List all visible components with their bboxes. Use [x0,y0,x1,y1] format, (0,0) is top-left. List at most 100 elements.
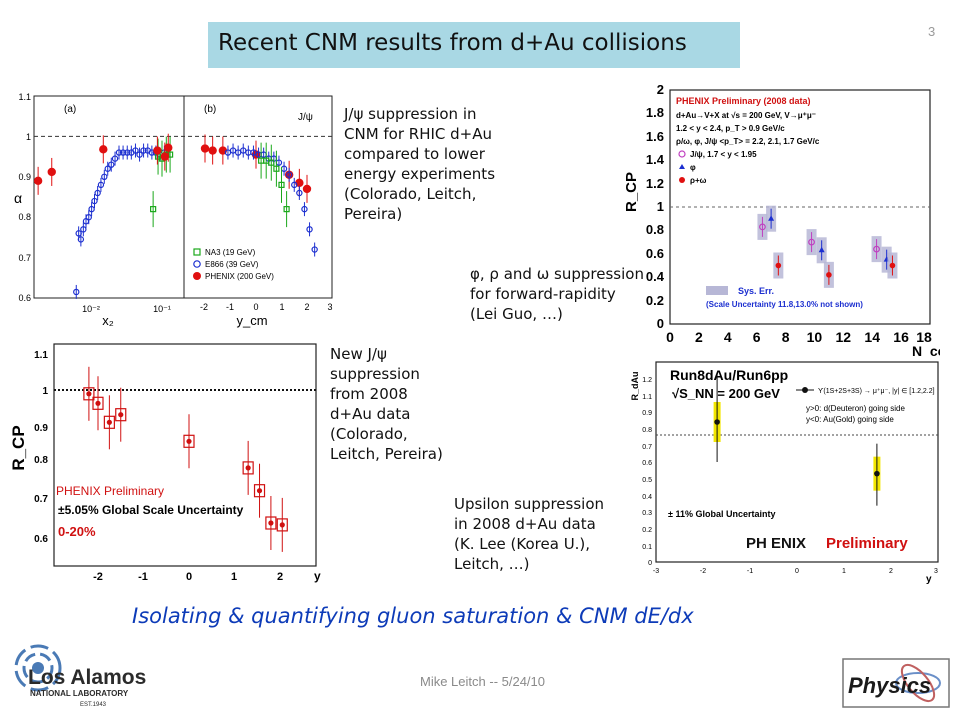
upsilon-ytick: 0.6 [642,460,652,467]
upsilon-xticks: -3 -2 -1 0 1 2 3 [653,568,938,575]
caption-line: Pereira) [344,205,403,223]
alpha-point-e866 [104,165,111,172]
ncoll-point-phi [768,215,775,221]
alpha-point-e866 [111,155,119,162]
caption-line: Leitch, Pereira) [330,445,443,463]
jpsi-point [118,412,124,418]
jpsi-point [186,438,192,444]
alpha-point-na3 [278,181,285,188]
lanl-name: Los Alamos [28,666,146,689]
upsilon-xlabel: y [926,574,932,584]
ncoll-point-jpsi [759,223,766,231]
rcp-jpsi-ytick: 0.8 [34,455,48,466]
jpsi-syst-box [92,396,104,410]
caption-line: φ, ρ and ω suppression [470,265,644,283]
alpha-point-e866 [97,181,105,189]
legend-marker-jpsi [678,150,686,158]
physics-logo-icon: Physics [842,658,950,708]
alpha-point-e866 [124,149,131,156]
alpha-ytick: 0.7 [18,253,31,263]
caption-line: CNM for RHIC d+Au [344,125,493,143]
alpha-point-e866 [224,149,232,156]
alpha-point-e866 [115,149,123,156]
ncoll-point-phi [818,246,825,253]
rcp-ncoll-ytick: 1 [657,199,664,214]
caption-upsilon: Upsilon suppression in 2008 d+Au data (K… [454,494,604,574]
alpha-point-na3 [268,159,275,166]
physics-logo: Physics [842,658,950,708]
upsilon-ytick: 0 [648,560,652,567]
footer: Mike Leitch -- 5/24/10 [420,674,546,689]
rcp-ncoll-info: 1.2 < y < 2.4, p_T > 0.9 GeV/c [676,124,785,133]
jpsi-syst-box [103,415,115,429]
upsilon-side1: y>0: d(Deuteron) going side [806,404,906,413]
upsilon-ylabel: R_dAu [630,372,640,401]
alpha-xtick-b: 0 [253,302,258,312]
jpsi-syst-box [83,387,95,401]
caption-line: Upsilon suppression [454,495,605,513]
rcp-jpsi-scale: ±5.05% Global Scale Uncertainty [58,503,244,517]
rcp-jpsi-yticks: 0.6 0.7 0.8 0.9 1 1.1 [34,350,48,545]
upsilon-title: Run8dAu/Run6pp [670,367,788,383]
lanl-subtitle: NATIONAL LABORATORY [30,689,129,698]
alpha-point-e866 [229,147,237,154]
ncoll-point-jpsi [873,245,880,253]
alpha-point-e866 [306,226,313,233]
rcp-ncoll-xtick: 16 [893,329,909,345]
legend-marker-phenix [193,272,201,280]
alpha-y-ticks: 0.6 0.7 0.8 0.9 1 1.1 [18,92,31,303]
ncoll-point-rho-omega [889,262,896,269]
rcp-ncoll-xtick: 14 [864,329,880,345]
upsilon-xtick: 1 [842,568,846,575]
rcp-jpsi-xtick: 1 [231,571,237,583]
alpha-point-e866 [101,173,108,181]
upsilon-ytick: 0.4 [642,494,652,501]
rcp-ncoll-ytick: 2 [657,82,664,97]
jpsi-tag: J/ψ [298,112,313,123]
jpsi-point [279,522,285,528]
physics-text: Physics [848,673,931,698]
alpha-point-phenix [33,176,43,186]
title-banner [208,22,740,68]
rcp-ncoll-ytick: 0.6 [646,246,664,261]
conclusion-text: Isolating & quantifying gluon saturation… [132,604,694,628]
alpha-point-e866 [234,149,242,156]
jpsi-syst-box [115,408,127,422]
jpsi-syst-box [253,484,266,498]
slide-title: Recent CNM results from d+Au collisions [218,30,687,56]
rcp-ncoll-info: ρ/ω, φ, J/ψ <p_T> = 2.2, 2.1, 1.7 GeV/c [676,137,820,146]
alpha-point-phenix [47,167,56,177]
rcp-ncoll-info: d+Au→V+X at √s = 200 GeV, V→μ⁺μ⁻ [676,111,816,120]
alpha-point-phenix [164,143,173,152]
upsilon-point [714,419,720,425]
upsilon-ytick: 0.2 [642,527,652,534]
rcp-ncoll-xtick: 8 [782,329,790,345]
alpha-ytick: 0.6 [18,293,31,303]
upsilon-energy: √S_NN = 200 GeV [672,386,780,401]
jpsi-point [256,488,263,494]
rcp-jpsi-xtick: -2 [93,571,103,583]
legend-e866: E866 (39 GeV) [205,260,259,269]
rcp-ncoll-ytick: 0 [657,316,664,331]
rcp-jpsi-ytick: 0.7 [34,494,48,505]
caption-line: (K. Lee (Korea U.), [454,535,591,553]
upsilon-xtick: 2 [889,568,893,575]
scale-note: (Scale Uncertainty 11.8,13.0% not shown) [706,300,863,309]
alpha-point-e866 [88,205,95,213]
alpha-point-e866 [301,205,308,213]
caption-line: energy experiments [344,165,496,183]
rcp-ncoll-ytick: 0.2 [646,293,664,308]
caption-line: (Lei Guo, …) [470,305,563,323]
alpha-xlabel-b: y_cm [236,313,267,328]
alpha-point-e866 [285,171,293,178]
alpha-xtick-b: 2 [304,302,309,312]
upsilon-xtick: -1 [747,568,753,575]
upsilon-ytick: 0.9 [642,410,652,417]
rcp-ncoll-xtick: 0 [666,329,674,345]
alpha-point-phenix [99,145,108,154]
rcp-ncoll-ytick: 0.8 [646,222,664,237]
rcp-jpsi-ytick: 1.1 [34,350,48,361]
ncoll-point-rho-omega [775,262,782,269]
caption-line: (Colorado, [330,425,408,443]
alpha-ytick: 0.9 [18,172,31,182]
